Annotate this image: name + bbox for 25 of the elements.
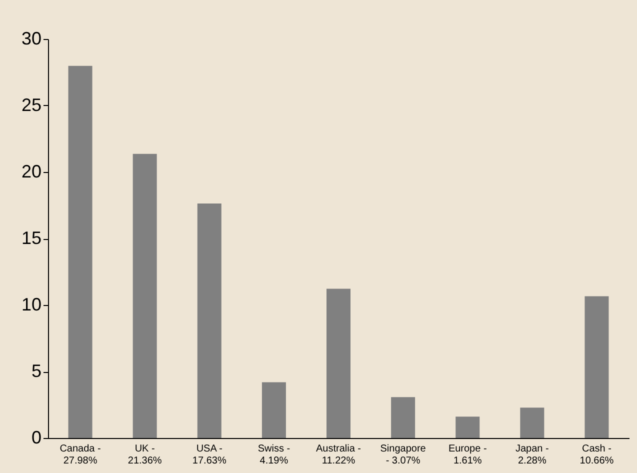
x-tick-label: Japan - 2.28%	[515, 444, 549, 466]
bar	[520, 408, 544, 438]
bar	[68, 66, 92, 438]
y-tick-label: 20	[21, 162, 42, 182]
x-tick-label: Singapore - 3.07%	[380, 444, 426, 466]
bar	[132, 154, 157, 438]
y-tick-label: 5	[31, 361, 42, 381]
x-tick-label: Cash - 10.66%	[580, 444, 614, 466]
y-tick-label: 15	[21, 228, 42, 248]
bar	[391, 397, 416, 438]
bar	[262, 382, 286, 438]
y-tick-label: 30	[21, 28, 42, 48]
y-tick-label: 10	[21, 294, 42, 314]
x-tick-label: Australia - 11.22%	[316, 444, 362, 466]
x-tick-label: Swiss - 4.19%	[258, 444, 290, 466]
bar	[326, 288, 350, 438]
bar	[456, 416, 480, 438]
x-tick-label: USA - 17.63%	[192, 444, 226, 466]
x-tick-label: Canada - 27.98%	[60, 444, 101, 466]
y-tick-label: 25	[21, 95, 42, 115]
x-tick-label: Europe - 1.61%	[448, 444, 487, 466]
x-tick-label: UK - 21.36%	[128, 444, 162, 466]
bar	[584, 296, 609, 438]
bar	[197, 204, 222, 438]
y-tick-label: 0	[31, 428, 42, 448]
